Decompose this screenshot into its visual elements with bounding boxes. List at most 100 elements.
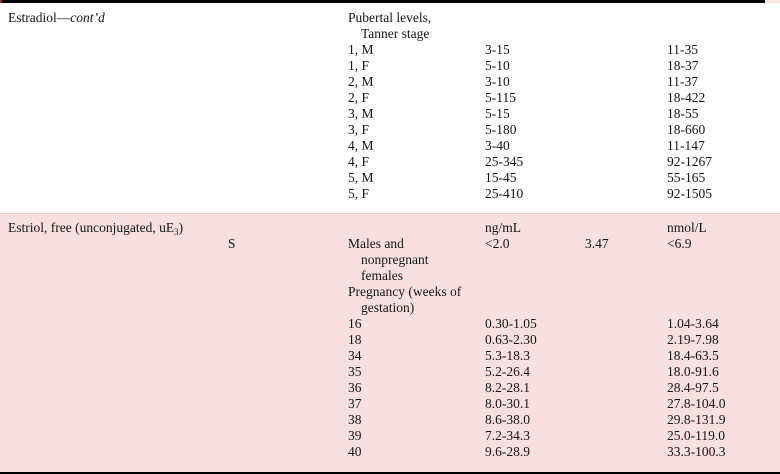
conventional-range-cell: 5-15 <box>485 106 510 121</box>
gestation-week-row: 35 5.2-26.4 18.0-91.6 <box>0 364 780 380</box>
conventional-range-cell: 3-10 <box>485 74 510 89</box>
si-range-cell: 18-660 <box>667 122 706 137</box>
gestation-week-rows: 16 0.30-1.05 1.04-3.64 18 0.63-2.30 2.19… <box>0 316 780 460</box>
si-range-cell: 18.0-91.6 <box>667 364 719 379</box>
si-range-cell: 25.0-119.0 <box>667 428 725 443</box>
conventional-range-cell: 0.63-2.30 <box>485 332 537 347</box>
conventional-range-cell: 25-410 <box>485 186 524 201</box>
gestation-week-cell: 37 <box>348 396 362 411</box>
si-range-cell: 92-1505 <box>667 186 712 201</box>
conventional-range-cell: 5-180 <box>485 122 517 137</box>
nonpregnant-conventional-cell: <2.0 <box>485 236 510 251</box>
bottom-rule <box>0 472 780 474</box>
gestation-week-row: 40 9.6-28.9 33.3-100.3 <box>0 444 780 460</box>
top-rule-pink-tail <box>765 0 780 3</box>
si-range-cell: 55-165 <box>667 170 706 185</box>
gestation-week-cell: 39 <box>348 428 362 443</box>
si-range-cell: 18-422 <box>667 90 706 105</box>
tanner-stage-cell: 1, M <box>348 42 374 57</box>
pubertal-levels-tanner-stage-label: Pubertal levels, Tanner stage <box>348 10 432 41</box>
tanner-stage-cell: 2, F <box>348 90 370 105</box>
conventional-range-cell: 7.2-34.3 <box>485 428 530 443</box>
gestation-week-cell: 36 <box>348 380 362 395</box>
tanner-stage-cell: 5, F <box>348 186 370 201</box>
tanner-stage-row: 2, M 3-10 11-37 <box>0 74 780 90</box>
gestation-week-cell: 40 <box>348 444 362 459</box>
si-units-label: nmol/L <box>667 220 707 235</box>
gestation-week-row: 37 8.0-30.1 27.8-104.0 <box>0 396 780 412</box>
si-range-cell: 33.3-100.3 <box>667 444 726 459</box>
gestation-week-cell: 18 <box>348 332 362 347</box>
estriol-name-subscript: 3 <box>174 227 179 237</box>
gestation-week-row: 36 8.2-28.1 28.4-97.5 <box>0 380 780 396</box>
pregnancy-group-row: Pregnancy (weeks of gestation) <box>0 284 780 316</box>
si-range-cell: 1.04-3.64 <box>667 316 719 331</box>
estriol-name-post: ) <box>178 220 184 235</box>
tanner-stage-row: 1, M 3-15 11-35 <box>0 42 780 58</box>
si-range-cell: 29.8-131.9 <box>667 412 726 427</box>
si-range-cell: 18.4-63.5 <box>667 348 719 363</box>
conventional-range-cell: 5-115 <box>485 90 516 105</box>
estradiol-title-main: Estradiol— <box>8 10 71 25</box>
tanner-stage-cell: 3, M <box>348 106 374 121</box>
tanner-stage-row: 5, M 15-45 55-165 <box>0 170 780 186</box>
conventional-range-cell: 5.2-26.4 <box>485 364 530 379</box>
gestation-week-row: 38 8.6-38.0 29.8-131.9 <box>0 412 780 428</box>
estradiol-continued-section: Estradiol—cont’d Pubertal levels, Tanner… <box>0 3 780 213</box>
estradiol-title-contd: cont’d <box>70 10 105 25</box>
nonpregnant-row: S Males and nonpregnant females <2.0 3.4… <box>0 236 780 284</box>
tanner-stage-cell: 3, F <box>348 122 370 137</box>
conversion-factor-cell: 3.47 <box>585 236 609 251</box>
nonpregnant-si-cell: <6.9 <box>667 236 692 251</box>
conventional-range-cell: 3-40 <box>485 138 510 153</box>
tanner-stage-row: 4, M 3-40 11-147 <box>0 138 780 154</box>
gestation-week-cell: 35 <box>348 364 362 379</box>
si-range-cell: 2.19-7.98 <box>667 332 719 347</box>
tanner-stage-cell: 4, F <box>348 154 370 169</box>
conventional-range-cell: 15-45 <box>485 170 517 185</box>
estriol-section: Estriol, free (unconjugated, uE3) ng/mL … <box>0 213 780 472</box>
si-range-cell: 92-1267 <box>667 154 712 169</box>
si-range-cell: 28.4-97.5 <box>667 380 719 395</box>
tanner-stage-cell: 4, M <box>348 138 374 153</box>
tanner-stage-cell: 5, M <box>348 170 374 185</box>
estriol-name-pre: Estriol, free (unconjugated, uE <box>8 220 175 235</box>
tanner-stage-row: 3, F 5-180 18-660 <box>0 122 780 138</box>
tanner-stage-row: 4, F 25-345 92-1267 <box>0 154 780 170</box>
conventional-range-cell: 25-345 <box>485 154 524 169</box>
nonpregnant-label: Males and nonpregnant females <box>348 236 429 283</box>
pregnancy-weeks-label: Pregnancy (weeks of gestation) <box>348 284 462 315</box>
tanner-stage-cell: 1, F <box>348 58 370 73</box>
si-range-cell: 11-35 <box>667 42 698 57</box>
tanner-stage-rows: 1, M 3-15 11-35 1, F 5-10 18-37 2, M 3-1… <box>0 42 780 202</box>
si-range-cell: 18-37 <box>667 58 699 73</box>
top-rule <box>0 0 780 3</box>
gestation-week-cell: 16 <box>348 316 362 331</box>
gestation-week-row: 18 0.63-2.30 2.19-7.98 <box>0 332 780 348</box>
conventional-range-cell: 9.6-28.9 <box>485 444 530 459</box>
si-range-cell: 27.8-104.0 <box>667 396 726 411</box>
estradiol-header-row: Estradiol—cont’d Pubertal levels, Tanner… <box>0 10 780 42</box>
conventional-range-cell: 0.30-1.05 <box>485 316 537 331</box>
specimen-code: S <box>228 236 236 251</box>
gestation-week-row: 39 7.2-34.3 25.0-119.0 <box>0 428 780 444</box>
conventional-range-cell: 5-10 <box>485 58 510 73</box>
conventional-range-cell: 8.6-38.0 <box>485 412 530 427</box>
gestation-week-row: 16 0.30-1.05 1.04-3.64 <box>0 316 780 332</box>
estradiol-title: Estradiol—cont’d <box>0 10 228 26</box>
conventional-range-cell: 8.2-28.1 <box>485 380 530 395</box>
gestation-week-cell: 34 <box>348 348 362 363</box>
gestation-week-row: 34 5.3-18.3 18.4-63.5 <box>0 348 780 364</box>
si-range-cell: 11-147 <box>667 138 705 153</box>
estriol-analyte-name: Estriol, free (unconjugated, uE3) <box>0 220 228 237</box>
conventional-range-cell: 3-15 <box>485 42 510 57</box>
conventional-units-label: ng/mL <box>485 220 521 235</box>
conventional-range-cell: 8.0-30.1 <box>485 396 530 411</box>
estriol-header-row: Estriol, free (unconjugated, uE3) ng/mL … <box>0 220 780 237</box>
si-range-cell: 11-37 <box>667 74 698 89</box>
tanner-stage-row: 3, M 5-15 18-55 <box>0 106 780 122</box>
tanner-stage-cell: 2, M <box>348 74 374 89</box>
top-rule-red-tick <box>0 0 2 3</box>
gestation-week-cell: 38 <box>348 412 362 427</box>
tanner-stage-row: 5, F 25-410 92-1505 <box>0 186 780 202</box>
